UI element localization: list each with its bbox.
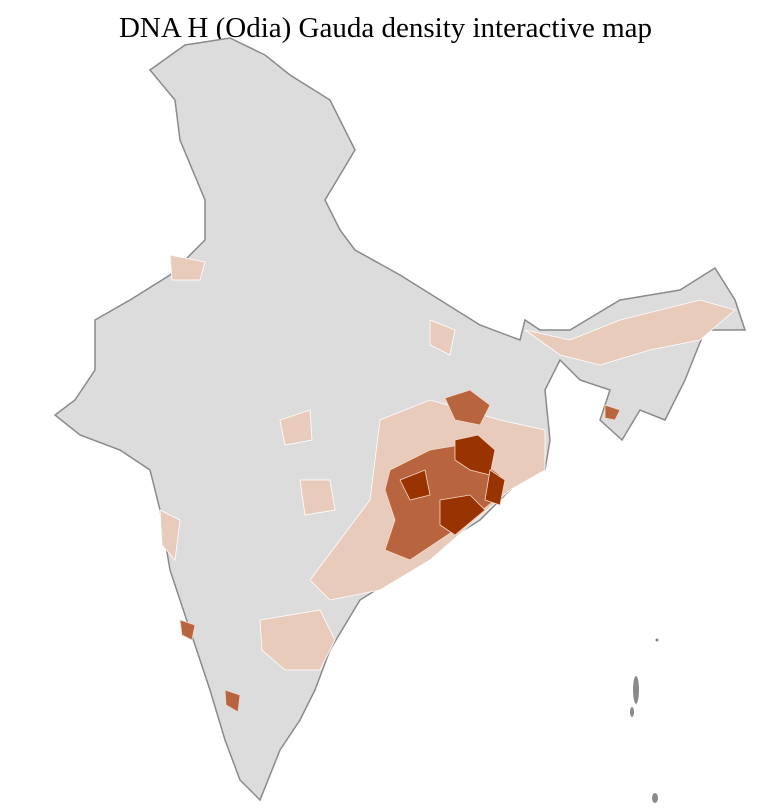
high-density-districts[interactable] — [399, 434, 506, 536]
map-title: DNA H (Odia) Gauda density interactive m… — [118, 12, 653, 44]
andaman-nicobar-islands[interactable] — [630, 638, 659, 804]
